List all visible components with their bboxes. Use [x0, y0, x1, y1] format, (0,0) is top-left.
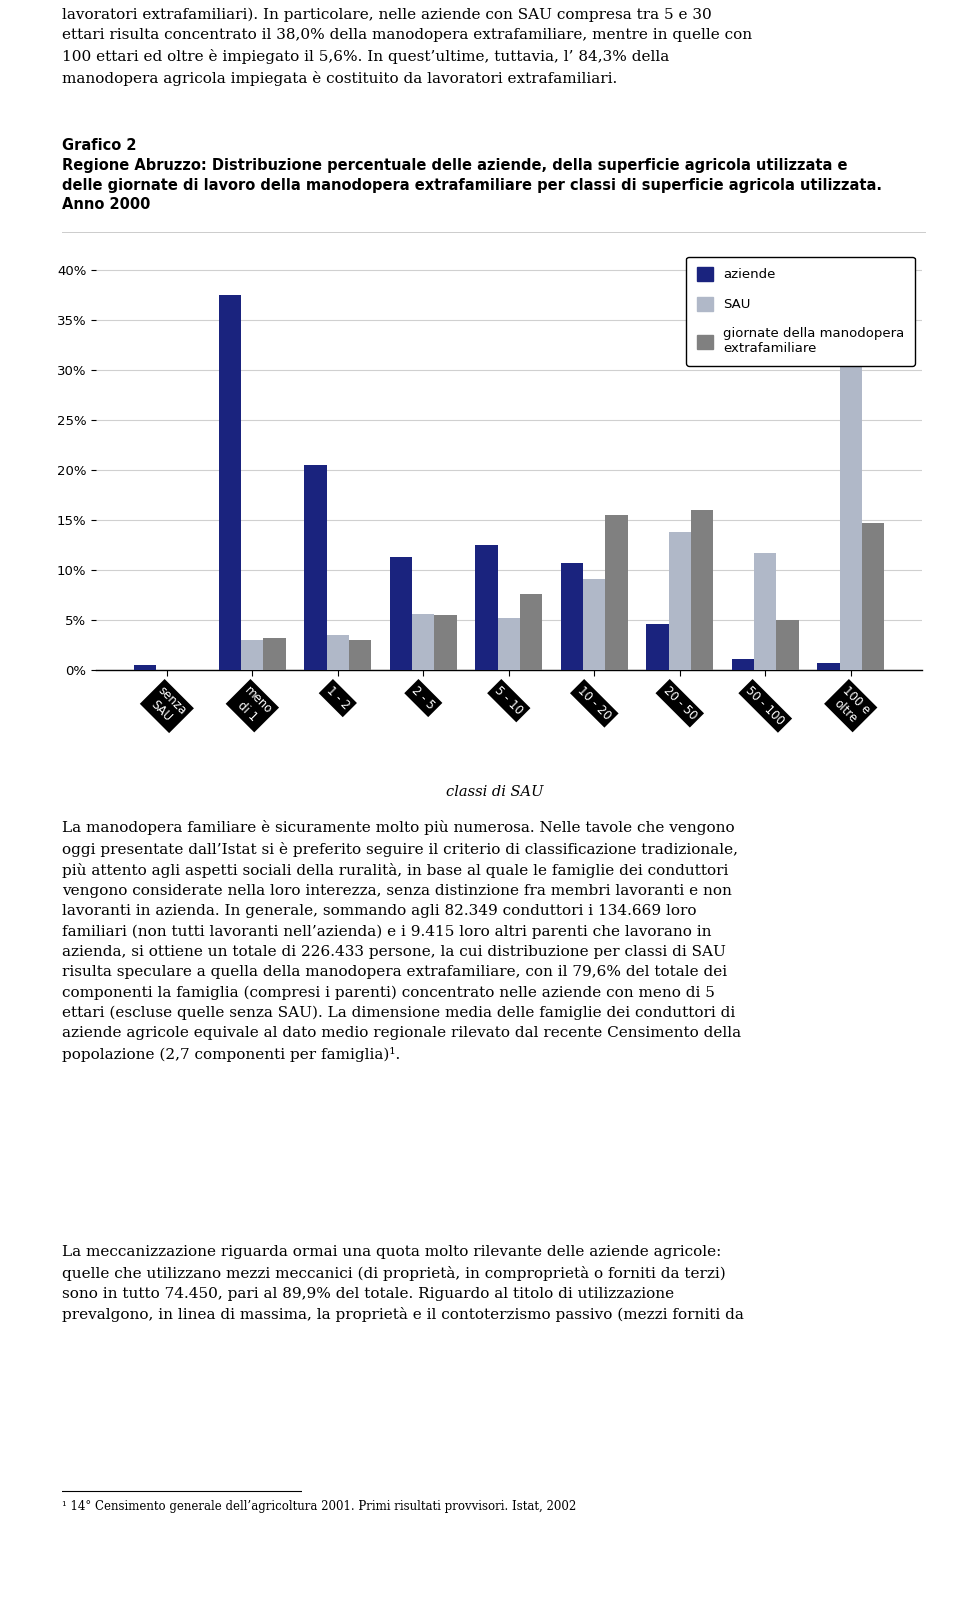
Bar	[646, 624, 669, 670]
Legend: aziende, SAU, giornate della manodopera
extrafamiliare: aziende, SAU, giornate della manodopera …	[686, 256, 915, 366]
Bar	[691, 510, 713, 670]
Text: 50 - 100: 50 - 100	[743, 684, 787, 728]
Bar	[304, 465, 326, 670]
Bar	[840, 302, 862, 670]
Bar	[817, 664, 840, 670]
Text: classi di SAU: classi di SAU	[445, 785, 543, 800]
Text: 5 - 10: 5 - 10	[492, 684, 525, 718]
Bar	[669, 532, 691, 670]
Bar	[777, 620, 799, 670]
Text: 1 - 2: 1 - 2	[324, 684, 352, 712]
Bar	[755, 553, 777, 670]
Text: ¹ 14° Censimento generale dell’agricoltura 2001. Primi risultati provvisori. Ist: ¹ 14° Censimento generale dell’agricoltu…	[62, 1500, 577, 1513]
Bar	[862, 523, 884, 670]
Bar	[606, 515, 628, 670]
Text: 10 - 20: 10 - 20	[575, 684, 613, 723]
Bar	[263, 638, 286, 670]
Text: Grafico 2
Regione Abruzzo: Distribuzione percentuale delle aziende, della superf: Grafico 2 Regione Abruzzo: Distribuzione…	[62, 138, 882, 213]
Bar	[241, 640, 263, 670]
Text: 2 - 5: 2 - 5	[409, 684, 438, 712]
Text: lavoratori extrafamiliari). In particolare, nelle aziende con SAU compresa tra 5: lavoratori extrafamiliari). In particola…	[62, 8, 753, 86]
Bar	[348, 640, 372, 670]
Bar	[390, 556, 412, 670]
Text: meno
di 1: meno di 1	[230, 684, 274, 728]
Bar	[732, 659, 755, 670]
Text: senza
SAU: senza SAU	[145, 684, 189, 728]
Bar	[520, 593, 542, 670]
Bar	[561, 563, 583, 670]
Text: La meccanizzazione riguarda ormai una quota molto rilevante delle aziende agrico: La meccanizzazione riguarda ormai una qu…	[62, 1246, 744, 1322]
Bar	[475, 545, 497, 670]
Bar	[583, 579, 606, 670]
Bar	[219, 294, 241, 670]
Bar	[412, 614, 435, 670]
Bar	[326, 635, 348, 670]
Bar	[497, 617, 520, 670]
Text: 20 - 50: 20 - 50	[660, 684, 699, 723]
Text: 100 e
oltre: 100 e oltre	[829, 684, 873, 728]
Bar	[133, 665, 156, 670]
Text: La manodopera familiare è sicuramente molto più numerosa. Nelle tavole che vengo: La manodopera familiare è sicuramente mo…	[62, 820, 741, 1062]
Bar	[435, 616, 457, 670]
